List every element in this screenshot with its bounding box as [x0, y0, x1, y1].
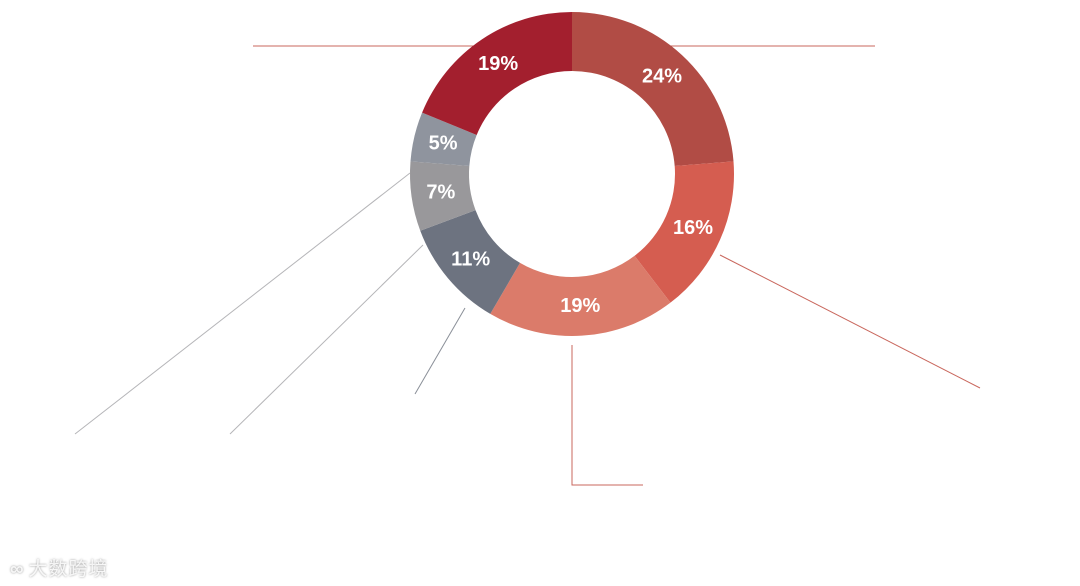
card-unit: visitors	[659, 442, 722, 464]
slice-percent-label: 7%	[426, 181, 455, 203]
connector-other	[229, 244, 424, 435]
card-interior-design: 7 948 visitors Interior design	[886, 388, 1076, 580]
card-unit: visitors	[911, 445, 974, 467]
card-value: 9,669	[26, 40, 127, 84]
connector-interior	[719, 254, 981, 389]
card-other: 3,355 visitors Other	[159, 434, 302, 580]
donut-slice-wholesale	[572, 12, 734, 166]
card-value: 9,633	[659, 406, 730, 437]
card-construction: 9,633 visitors Construction, finishing a…	[643, 394, 828, 580]
card-value: 11,768	[904, 34, 1013, 75]
card-label: Construction, finishing and repairs	[659, 495, 803, 534]
slice-percent-label: 19%	[478, 53, 518, 75]
slice-percent-labels: 24% 16% 19% 11% 7% 5% 19%	[426, 53, 713, 317]
donut-slice-production	[420, 210, 521, 314]
donut-slice-interior-design	[634, 161, 734, 303]
card-unit: visitors	[13, 482, 70, 502]
card-label: Wholesale	[907, 146, 1024, 174]
connector-construction	[571, 345, 643, 486]
card-value: 3,355	[170, 448, 226, 473]
donut-slices	[410, 12, 734, 336]
card-unit: visitors	[904, 80, 973, 105]
connector-lines	[74, 45, 981, 486]
card-label: Architectural design	[13, 526, 102, 563]
slice-percent-label: 11%	[451, 248, 490, 270]
connector-architectural	[74, 172, 411, 435]
slice-percent-label: 24%	[642, 66, 682, 88]
card-unit: visitors	[170, 480, 227, 500]
card-unit: visitors	[26, 91, 101, 118]
card-label: Interior design	[911, 498, 983, 555]
watermark: ∞ 大数跨境	[10, 554, 109, 581]
slice-percent-label: 16%	[673, 217, 713, 239]
card-wholesale: 11,768 visitors Wholesale	[875, 6, 1075, 206]
card-production: 5,283 visitors Production	[327, 394, 511, 580]
slice-percent-label: 5%	[429, 132, 458, 154]
card-value: 5,283	[338, 408, 399, 435]
slice-percent-label: 19%	[560, 295, 600, 317]
card-architectural-design: 2,461 visitors Architectural design	[3, 434, 146, 580]
card-label: Retail	[26, 161, 101, 193]
donut-slice-construction-finishing-and-repairs	[490, 255, 671, 336]
card-unit: visitors	[338, 442, 395, 462]
card-value: 7 948	[911, 404, 992, 440]
card-label: Other	[170, 523, 211, 540]
card-label: Production	[338, 509, 415, 526]
donut-slice-architectural-design	[410, 112, 477, 166]
infinity-logo-icon: ∞	[10, 559, 25, 580]
card-retail: 9,669 visitors Retail	[4, 6, 253, 255]
connector-production	[414, 307, 466, 395]
watermark-text: 大数跨境	[28, 559, 109, 580]
donut-slice-other	[410, 161, 476, 231]
card-value: 2,461	[13, 452, 66, 475]
donut-slice-retail	[422, 12, 572, 135]
